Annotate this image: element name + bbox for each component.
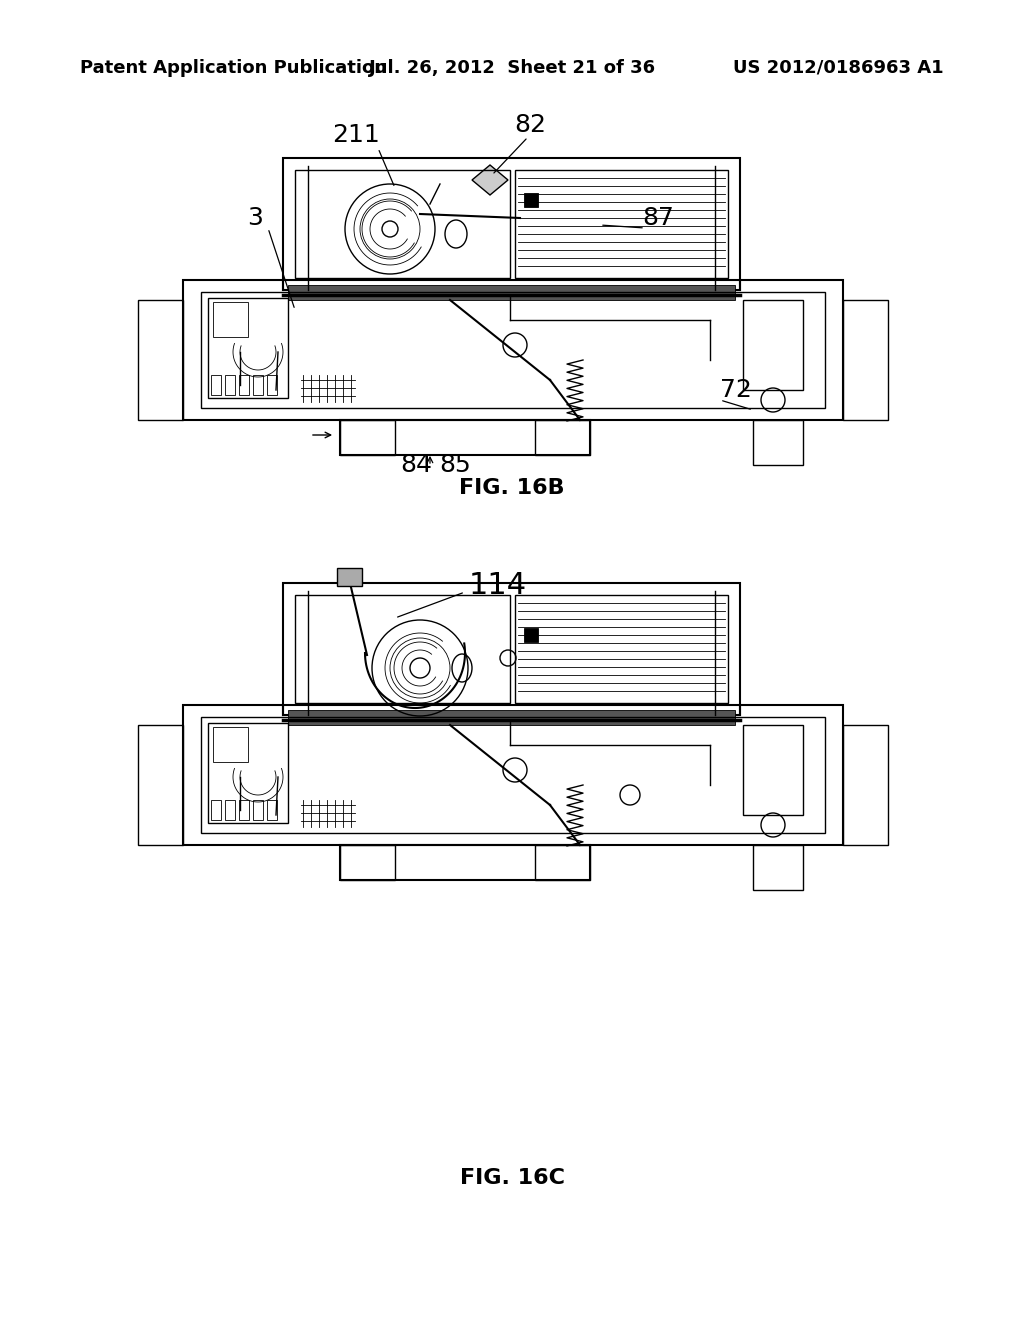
Bar: [267, 800, 278, 820]
Text: 211: 211: [332, 123, 380, 147]
Text: 84: 84: [400, 453, 432, 477]
Bar: [183, 705, 843, 845]
Bar: [743, 725, 803, 814]
Bar: [208, 298, 288, 399]
Bar: [225, 375, 234, 395]
Bar: [843, 300, 888, 420]
Bar: [843, 725, 888, 845]
Bar: [211, 800, 221, 820]
Bar: [524, 628, 538, 642]
Bar: [340, 420, 395, 455]
Text: 82: 82: [514, 114, 546, 137]
Text: 72: 72: [720, 378, 752, 403]
Bar: [239, 375, 249, 395]
Text: 114: 114: [469, 570, 527, 599]
Bar: [213, 727, 248, 762]
Text: 87: 87: [642, 206, 674, 230]
Bar: [138, 300, 183, 420]
Text: 85: 85: [439, 453, 471, 477]
Bar: [295, 595, 510, 704]
Bar: [253, 800, 263, 820]
Bar: [753, 420, 803, 465]
Bar: [535, 420, 590, 455]
Bar: [239, 800, 249, 820]
Bar: [340, 845, 395, 880]
Bar: [337, 568, 362, 586]
Bar: [743, 300, 803, 389]
Bar: [340, 845, 590, 880]
Bar: [283, 158, 740, 290]
Bar: [208, 723, 288, 822]
Text: US 2012/0186963 A1: US 2012/0186963 A1: [733, 59, 944, 77]
Bar: [535, 845, 590, 880]
Bar: [225, 800, 234, 820]
Bar: [211, 375, 221, 395]
Bar: [340, 420, 590, 455]
Bar: [515, 595, 728, 704]
Bar: [295, 170, 510, 279]
Bar: [213, 302, 248, 337]
Polygon shape: [472, 165, 508, 195]
Bar: [253, 375, 263, 395]
Bar: [183, 280, 843, 420]
Bar: [138, 725, 183, 845]
Bar: [201, 717, 825, 833]
Bar: [288, 710, 735, 725]
Bar: [524, 193, 538, 207]
Text: FIG. 16C: FIG. 16C: [460, 1168, 564, 1188]
Bar: [283, 583, 740, 715]
Bar: [267, 375, 278, 395]
Text: 3: 3: [247, 206, 263, 230]
Bar: [201, 292, 825, 408]
Text: FIG. 16B: FIG. 16B: [459, 478, 565, 498]
Bar: [515, 170, 728, 279]
Text: Patent Application Publication: Patent Application Publication: [80, 59, 387, 77]
Text: Jul. 26, 2012  Sheet 21 of 36: Jul. 26, 2012 Sheet 21 of 36: [369, 59, 655, 77]
Bar: [288, 285, 735, 300]
Bar: [753, 845, 803, 890]
